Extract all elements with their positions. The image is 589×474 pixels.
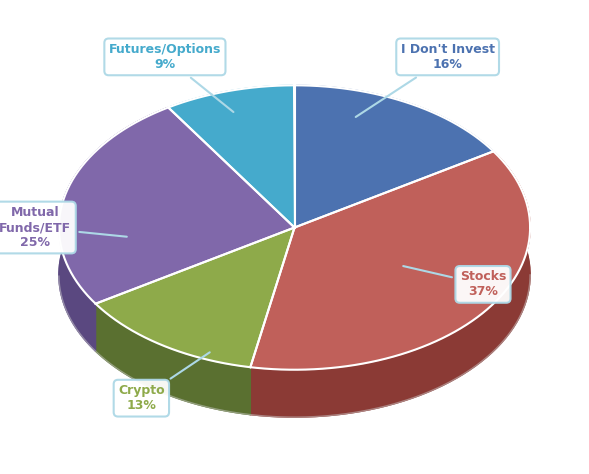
Text: Mutual
Funds/ETF
25%: Mutual Funds/ETF 25% — [0, 206, 127, 249]
Polygon shape — [59, 108, 168, 351]
Polygon shape — [95, 304, 250, 415]
Polygon shape — [168, 85, 294, 228]
Polygon shape — [59, 108, 294, 304]
Text: Futures/Options
9%: Futures/Options 9% — [109, 43, 233, 112]
Text: Stocks
37%: Stocks 37% — [403, 266, 506, 299]
Polygon shape — [294, 85, 494, 228]
Polygon shape — [250, 199, 530, 417]
Polygon shape — [95, 228, 294, 367]
Polygon shape — [250, 151, 530, 370]
Polygon shape — [95, 275, 294, 415]
Polygon shape — [59, 155, 294, 351]
Polygon shape — [250, 151, 530, 417]
Text: I Don't Invest
16%: I Don't Invest 16% — [356, 43, 495, 117]
Text: Crypto
13%: Crypto 13% — [118, 352, 210, 412]
